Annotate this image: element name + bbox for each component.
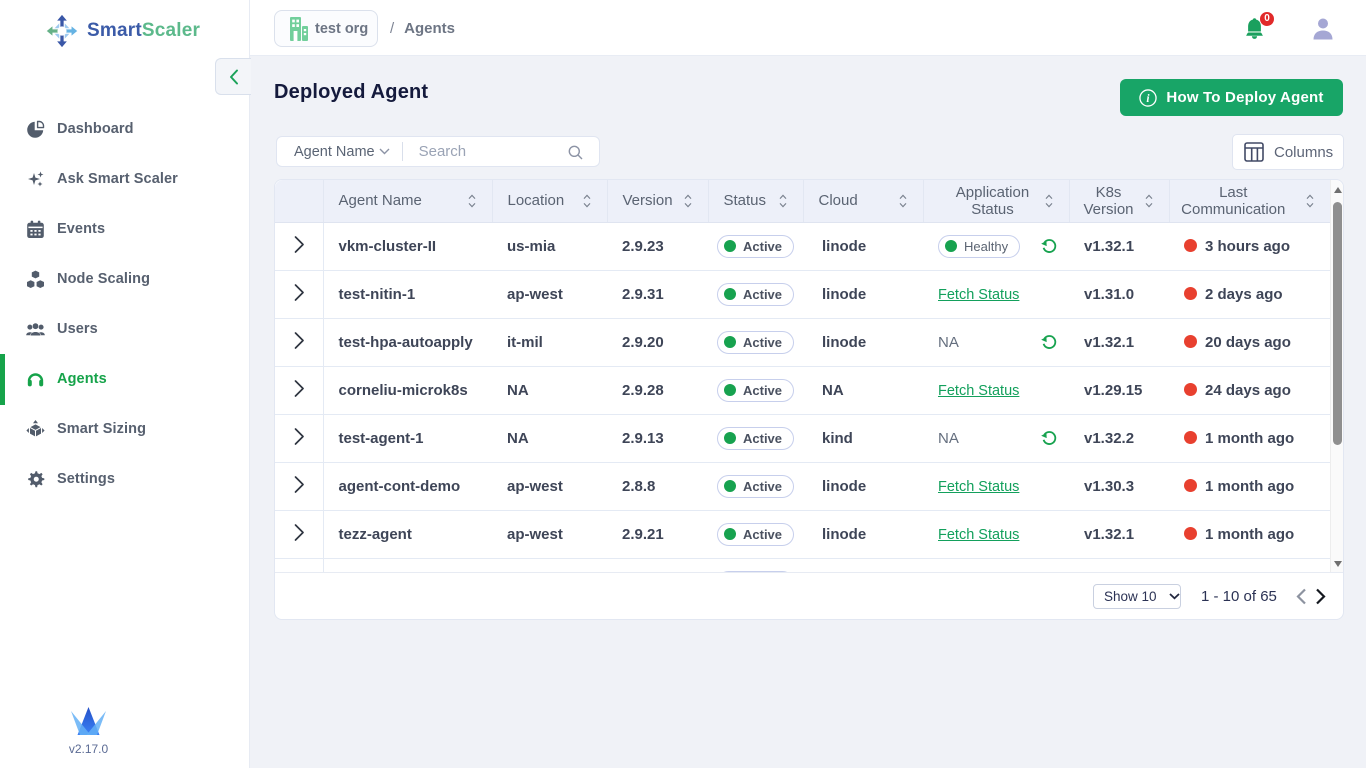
svg-text:i: i <box>1147 92 1151 104</box>
